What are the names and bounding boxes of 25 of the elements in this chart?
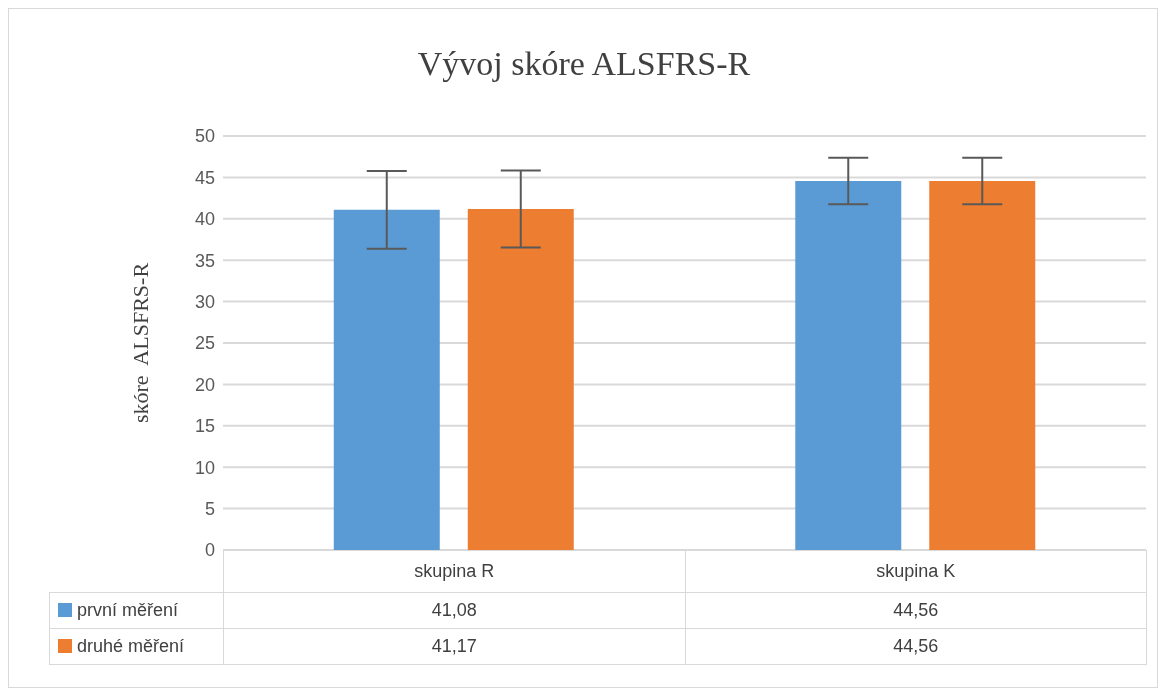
data-label: 41,08 (223, 592, 685, 629)
y-tick-label: 35 (194, 250, 215, 271)
x-tick-label: skupina K (685, 550, 1147, 593)
legend-label: první měření (49, 592, 224, 629)
y-tick-label: 40 (194, 209, 215, 230)
y-tick-label: 5 (204, 498, 215, 519)
x-tick-label: skupina R (223, 550, 685, 593)
bar (333, 209, 440, 550)
bar (795, 181, 902, 550)
bar (467, 209, 574, 550)
y-tick-label: 0 (204, 540, 215, 561)
y-tick-label: 30 (194, 291, 215, 312)
data-label: 41,17 (223, 628, 685, 665)
y-tick-label: 10 (194, 457, 215, 478)
bar (929, 181, 1036, 550)
data-label: 44,56 (685, 628, 1147, 665)
y-tick-label: 50 (194, 126, 215, 147)
y-tick-label: 45 (194, 167, 215, 188)
y-tick-label: 15 (194, 416, 215, 437)
y-tick-label: 25 (194, 333, 215, 354)
y-tick-label: 20 (194, 374, 215, 395)
y-axis-title: skóre ALSFRS-R (128, 262, 154, 424)
chart-title: Vývoj skóre ALSFRS-R (416, 45, 752, 83)
data-label: 44,56 (685, 592, 1147, 629)
legend-label: druhé měření (49, 628, 224, 665)
